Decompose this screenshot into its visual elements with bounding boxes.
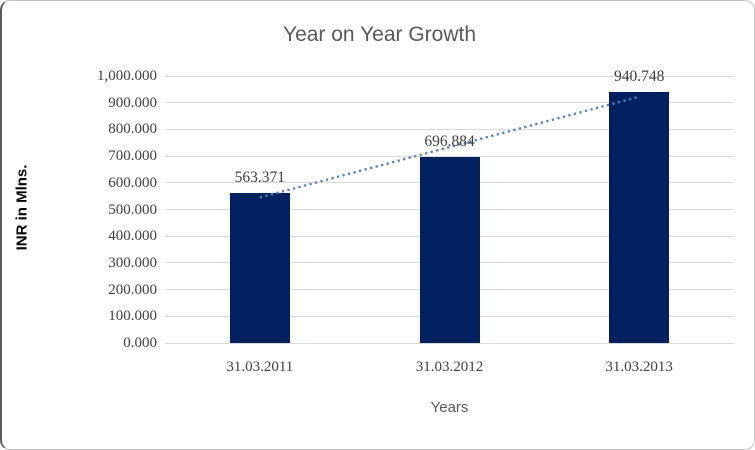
chart-title: Year on Year Growth bbox=[282, 23, 477, 46]
bar-31.03.2013 bbox=[609, 91, 670, 343]
y-tick-label: 800.000 bbox=[108, 121, 157, 138]
y-tick-label: 100.000 bbox=[108, 308, 157, 325]
x-tick-label: 31.03.2012 bbox=[415, 359, 484, 375]
y-tick-label: 0.000 bbox=[123, 335, 157, 351]
x-tick-label: 31.03.2013 bbox=[605, 359, 673, 375]
gridline bbox=[165, 342, 734, 344]
y-tick-label: 700.000 bbox=[108, 148, 157, 165]
y-tick-label: 500.000 bbox=[108, 201, 157, 218]
x-tick-label: 31.03.2011 bbox=[226, 359, 294, 375]
data-label: 563.371 bbox=[234, 168, 286, 186]
x-axis-title: Years bbox=[430, 399, 469, 416]
y-tick-label: 600.000 bbox=[108, 174, 157, 191]
y-tick-label: 200.000 bbox=[108, 281, 157, 298]
data-label: 696.884 bbox=[424, 132, 475, 150]
y-tick-label: 900.000 bbox=[108, 94, 157, 111]
data-label: 940.748 bbox=[613, 67, 665, 85]
bar-31.03.2011 bbox=[229, 192, 290, 343]
gridline bbox=[165, 75, 734, 77]
y-tick-label: 300.000 bbox=[108, 254, 157, 271]
y-tick-label: 1,000.000 bbox=[97, 68, 157, 84]
y-axis-title: INR in Mlns. bbox=[13, 164, 31, 251]
bar-31.03.2012 bbox=[419, 156, 480, 343]
y-tick-label: 400.000 bbox=[108, 228, 157, 245]
